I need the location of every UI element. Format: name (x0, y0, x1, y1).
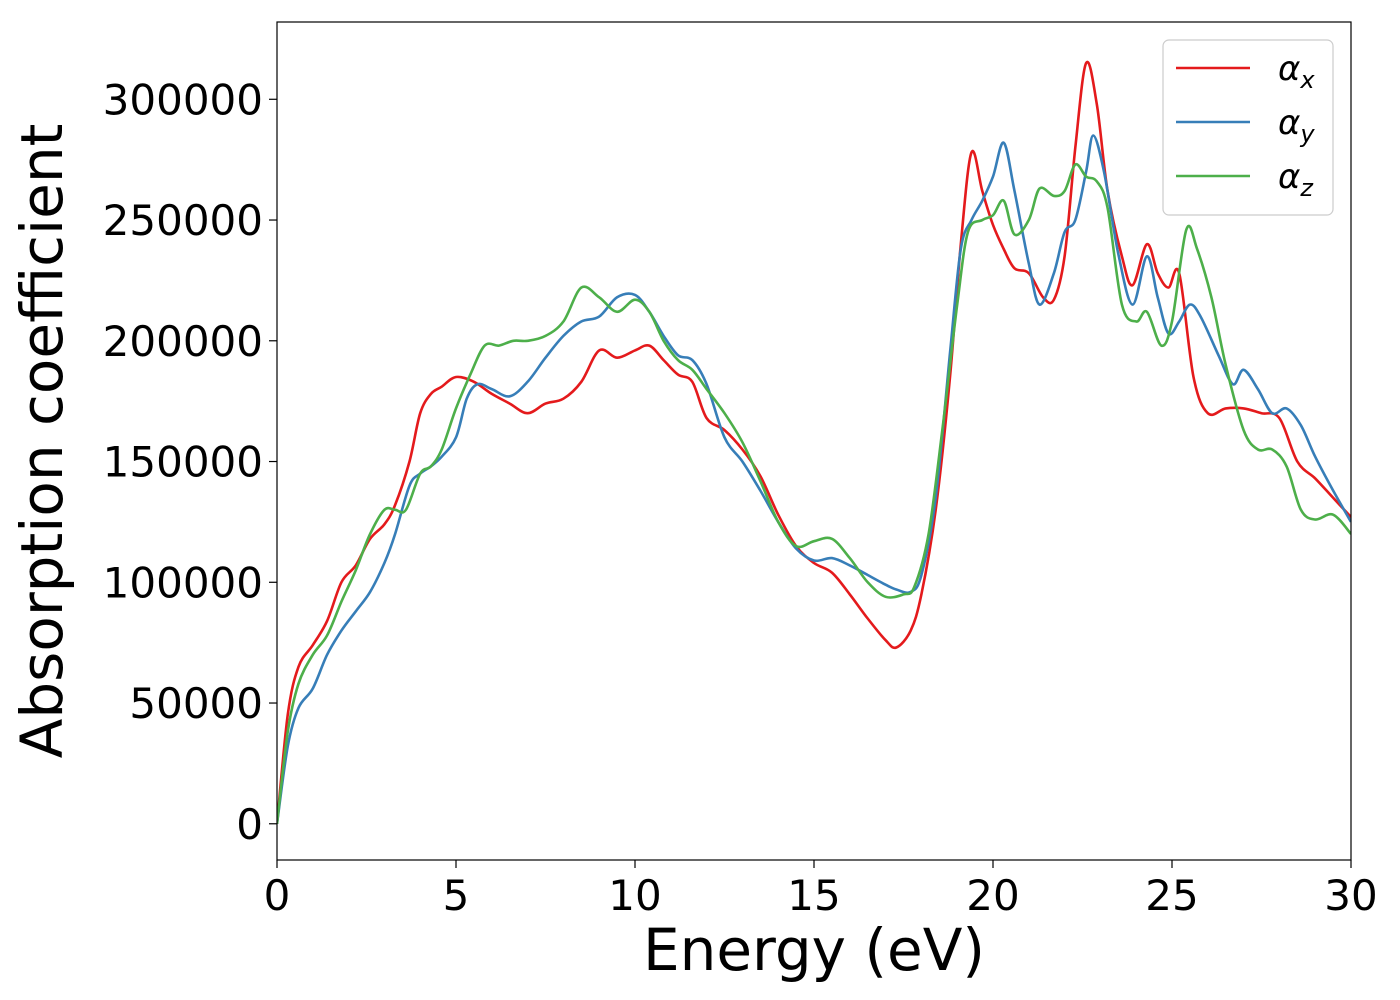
axes: 0 5 10 15 20 25 30 0 50000 100000 150000 200000 2500… (103, 21, 1378, 920)
series-line-x (277, 60, 1351, 824)
series-line-y (277, 134, 1351, 824)
y-tick-label: 250000 (103, 196, 263, 245)
y-tick-label: 150000 (103, 438, 263, 487)
x-tick-label: 5 (443, 871, 470, 920)
legend-label-z: αz (1278, 157, 1314, 202)
x-tick-label: 30 (1324, 871, 1377, 920)
legend-label-y: αy (1278, 103, 1315, 148)
y-tick-label: 300000 (103, 75, 263, 124)
y-axis-title: Absorption coefficient (8, 124, 76, 759)
x-axis-title: Energy (eV) (643, 916, 985, 984)
y-tick-label: 100000 (103, 558, 263, 607)
x-tick-label: 25 (1145, 871, 1198, 920)
legend-box (1162, 39, 1334, 216)
plot-area (277, 60, 1351, 824)
y-tick-label: 50000 (129, 679, 263, 728)
legend-label-x: αx (1278, 49, 1315, 94)
x-tick-label: 0 (264, 871, 291, 920)
x-tick-label: 20 (966, 871, 1019, 920)
y-tick-label: 200000 (103, 317, 263, 366)
series-line-z (277, 162, 1351, 824)
x-tick-label: 10 (608, 871, 661, 920)
legend: αx αy αz (1162, 39, 1334, 216)
x-tick-label: 15 (787, 871, 840, 920)
y-tick-label: 0 (236, 800, 263, 849)
